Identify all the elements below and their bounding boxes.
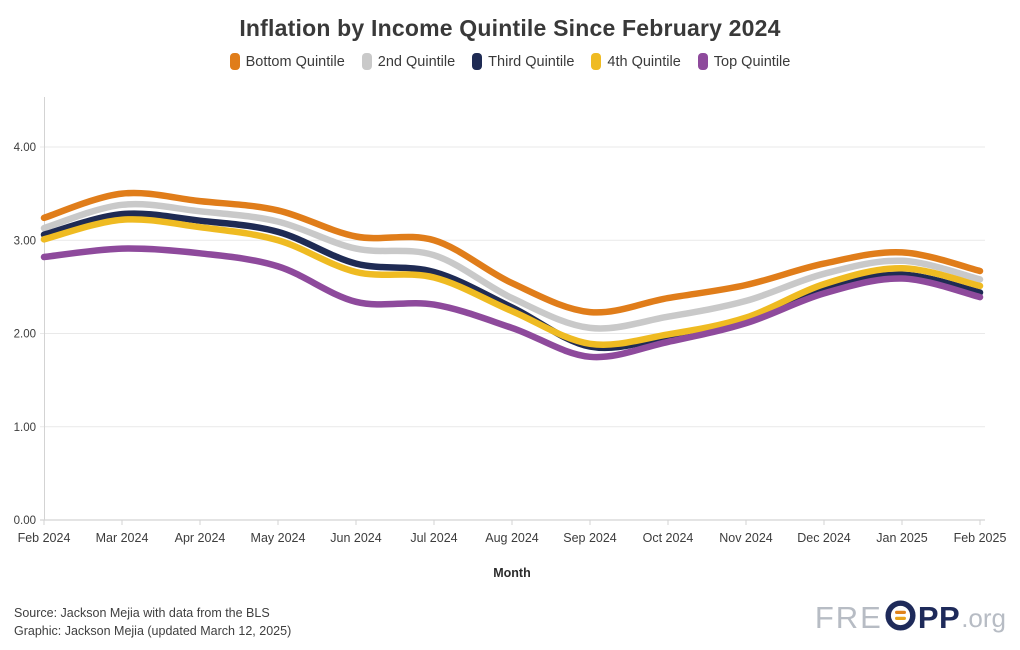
chart-footer: Source: Jackson Mejia with data from the… <box>0 590 1020 650</box>
chart-header: Inflation by Income Quintile Since Febru… <box>0 0 1020 95</box>
freopp-logo: FRE PP .org <box>815 600 1006 640</box>
y-axis-label: 1.00 <box>14 422 36 434</box>
series-line-bottom-quintile <box>40 189 984 316</box>
logo-fre: FRE <box>814 600 883 635</box>
legend: Bottom Quintile 2nd Quintile Third Quintil… <box>0 53 1020 70</box>
legend-label: Top Quintile <box>713 53 791 70</box>
series-line-4th-quintile <box>40 216 984 348</box>
y-axis-label: 2.00 <box>14 329 36 341</box>
x-axis-label: May 2024 <box>251 531 306 545</box>
legend-swatch-bottom-quintile <box>229 53 240 70</box>
x-axis-label: Sep 2024 <box>563 531 617 545</box>
x-axis-label: Dec 2024 <box>797 531 851 545</box>
x-axis-label: Aug 2024 <box>485 531 539 545</box>
logo-o-icon <box>885 600 916 636</box>
legend-item-bottom-quintile: Bottom Quintile <box>229 53 345 70</box>
x-axis-label: Mar 2024 <box>96 531 149 545</box>
legend-label: Bottom Quintile <box>245 53 345 70</box>
source-credit: Source: Jackson Mejia with data from the… <box>14 606 270 620</box>
legend-label: Third Quintile <box>488 53 575 70</box>
y-axis-label: 0.00 <box>14 515 36 527</box>
x-axis-label: Jul 2024 <box>410 531 457 545</box>
series-line-2nd-quintile <box>40 200 984 332</box>
y-axis-label: 3.00 <box>14 235 36 247</box>
chart-title: Inflation by Income Quintile Since Febru… <box>239 15 781 41</box>
logo-org: .org <box>961 602 1006 633</box>
x-axis-label: Jan 2025 <box>876 531 927 545</box>
x-axis-label: Oct 2024 <box>643 531 694 545</box>
legend-swatch-third-quintile <box>472 53 483 70</box>
x-axis-label: Jun 2024 <box>330 531 381 545</box>
graphic-credit: Graphic: Jackson Mejia (updated March 12… <box>14 624 292 638</box>
legend-item-4th-quintile: 4th Quintile <box>591 53 681 70</box>
legend-label: 4th Quintile <box>607 53 681 70</box>
legend-label: 2nd Quintile <box>377 53 456 70</box>
line-chart: 0.00 1.00 2.00 3.00 4.00 Feb 2024 Mar 2024 Apr … <box>14 97 1007 580</box>
x-axis-title: Month <box>493 566 530 580</box>
legend-item-third-quintile: Third Quintile <box>472 53 574 70</box>
legend-swatch-4th-quintile <box>591 53 602 70</box>
legend-swatch-top-quintile <box>697 53 708 70</box>
x-axis-label: Feb 2025 <box>954 531 1007 545</box>
legend-swatch-2nd-quintile <box>361 53 372 70</box>
logo-pp: PP <box>917 600 961 635</box>
x-axis-label: Apr 2024 <box>175 531 226 545</box>
x-axis-label: Feb 2024 <box>18 531 71 545</box>
series-line-third-quintile <box>40 210 984 352</box>
x-axis-label: Nov 2024 <box>719 531 773 545</box>
credits: Source: Jackson Mejia with data from the… <box>14 604 291 640</box>
legend-item-top-quintile: Top Quintile <box>697 53 791 70</box>
y-axis-label: 4.00 <box>14 142 36 154</box>
legend-item-2nd-quintile: 2nd Quintile <box>361 53 456 70</box>
series-line-top-quintile <box>40 245 984 361</box>
